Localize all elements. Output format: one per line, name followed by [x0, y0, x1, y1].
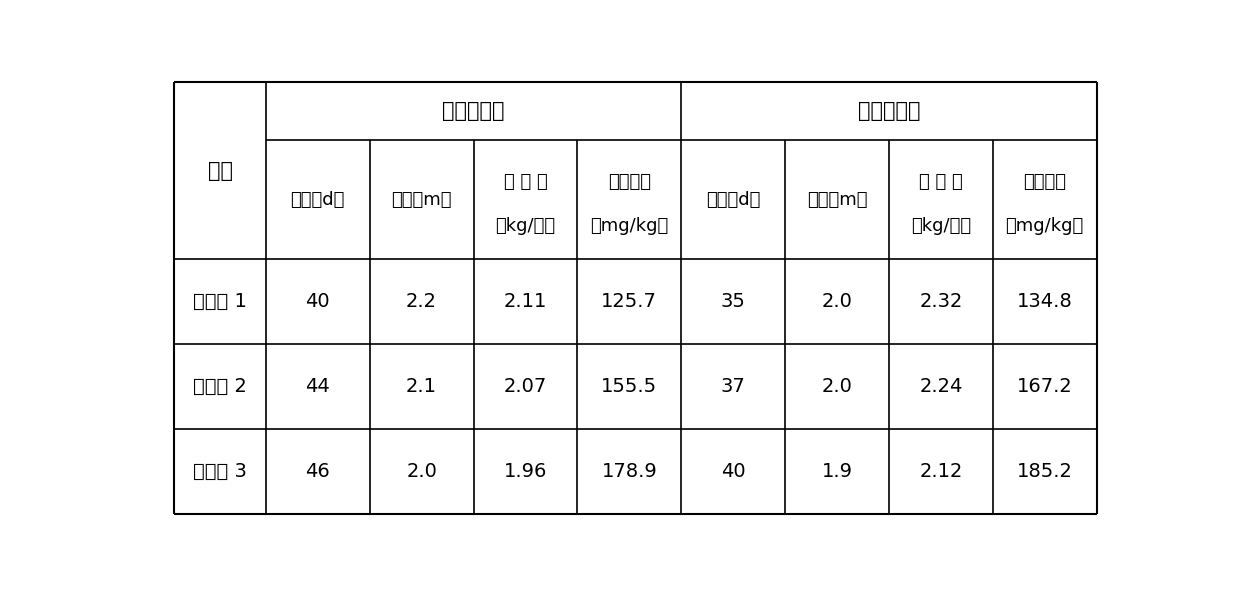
Text: 167.2: 167.2: [1017, 377, 1073, 396]
Text: 2.1: 2.1: [407, 377, 438, 396]
Text: 第二次刈割: 第二次刈割: [858, 101, 920, 121]
Text: 2.07: 2.07: [503, 377, 547, 396]
Text: 40: 40: [720, 462, 745, 481]
Text: 1.96: 1.96: [503, 462, 547, 481]
Text: 组别: 组别: [207, 161, 233, 181]
Text: （mg/kg）: （mg/kg）: [1006, 217, 1084, 235]
Text: 40: 40: [305, 292, 330, 312]
Text: 185.2: 185.2: [1017, 462, 1073, 481]
Text: 株高（m）: 株高（m）: [807, 191, 867, 209]
Text: 2.0: 2.0: [822, 377, 852, 396]
Text: （kg/株）: （kg/株）: [496, 217, 556, 235]
Text: 生 物 量: 生 物 量: [919, 173, 962, 191]
Text: 镉吸附量: 镉吸附量: [1023, 173, 1066, 191]
Text: 2.24: 2.24: [919, 377, 962, 396]
Text: 2.0: 2.0: [822, 292, 852, 312]
Text: 2.2: 2.2: [407, 292, 438, 312]
Text: 实施例 3: 实施例 3: [193, 462, 247, 481]
Text: 株高（m）: 株高（m）: [392, 191, 451, 209]
Text: 实施例 2: 实施例 2: [193, 377, 247, 396]
Text: 155.5: 155.5: [601, 377, 657, 396]
Text: 镉吸附量: 镉吸附量: [608, 173, 651, 191]
Text: 第一次刈割: 第一次刈割: [443, 101, 505, 121]
Text: （mg/kg）: （mg/kg）: [590, 217, 668, 235]
Text: 2.32: 2.32: [919, 292, 962, 312]
Text: 134.8: 134.8: [1017, 292, 1073, 312]
Text: 125.7: 125.7: [601, 292, 657, 312]
Text: 46: 46: [305, 462, 330, 481]
Text: 37: 37: [720, 377, 745, 396]
Text: 35: 35: [720, 292, 745, 312]
Text: 2.12: 2.12: [919, 462, 962, 481]
Text: 2.0: 2.0: [407, 462, 436, 481]
Text: 178.9: 178.9: [601, 462, 657, 481]
Text: 时间（d）: 时间（d）: [706, 191, 760, 209]
Text: 44: 44: [305, 377, 330, 396]
Text: 生 物 量: 生 物 量: [503, 173, 547, 191]
Text: 1.9: 1.9: [821, 462, 853, 481]
Text: （kg/株）: （kg/株）: [911, 217, 971, 235]
Text: 时间（d）: 时间（d）: [290, 191, 345, 209]
Text: 2.11: 2.11: [503, 292, 547, 312]
Text: 实施例 1: 实施例 1: [193, 292, 247, 312]
